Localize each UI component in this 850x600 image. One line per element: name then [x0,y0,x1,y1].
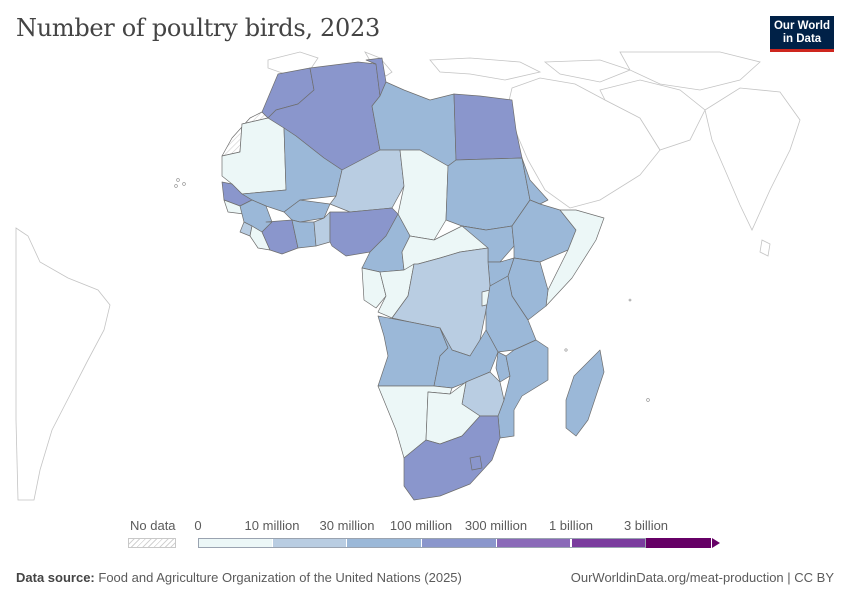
region-mozambique [497,339,549,439]
legend-no-data-swatch[interactable] [128,538,176,548]
legend-tick-0: 0 [194,518,202,533]
region-mauritania [221,117,287,195]
legend-bin-0[interactable] [198,538,273,548]
region-egypt [453,93,523,161]
south-america-outline [15,227,111,501]
legend-tick-10m: 10 million [244,518,300,533]
legend-tick-30m: 30 million [319,518,375,533]
central-asia-outline [619,51,761,91]
comoros-dot [564,348,568,352]
region-chad [397,149,449,241]
region-liberia [249,225,271,251]
data-source-label: Data source: [16,570,95,585]
logo-line-1: Our World [773,20,830,32]
region-lesotho [469,455,483,471]
cape-verde-dot-1 [176,178,180,182]
legend-bin-2[interactable] [347,538,423,548]
region-eritrea [521,157,549,205]
color-legend: No data 0 10 million 30 million 100 mill… [0,512,850,552]
logo-line-2: in Data [782,33,822,45]
context-land [15,51,801,501]
legend-tick-1b: 1 billion [548,518,594,533]
legend-tick-300m: 300 million [464,518,528,533]
africa-countries [221,57,605,501]
sri-lanka-outline [759,239,771,257]
legend-bin-4[interactable] [496,538,572,548]
cape-verde-dot-2 [182,182,186,186]
islands [174,178,650,402]
legend-no-data-label: No data [130,518,176,533]
data-source: Data source: Food and Agriculture Organi… [16,570,462,585]
legend-bin-5[interactable] [571,538,647,548]
iran-outline [599,79,706,151]
region-south-africa [403,415,501,501]
mauritius-dot [646,398,650,402]
legend-tick-3b: 3 billion [623,518,669,533]
attribution-link[interactable]: OurWorldinData.org/meat-production | CC … [570,570,834,585]
owid-logo[interactable]: Our World in Data [770,16,834,52]
legend-bin-3[interactable] [422,538,497,548]
legend-bin-6[interactable] [646,538,713,548]
chart-title: Number of poultry birds, 2023 [16,14,380,42]
legend-arrow-tip [712,538,720,548]
legend-tick-100m: 100 million [389,518,453,533]
seychelles-dot [628,298,632,302]
africa-choropleth-map[interactable] [0,48,850,510]
region-madagascar [565,349,605,437]
data-source-text[interactable]: Food and Agriculture Organization of the… [98,570,462,585]
india-outline [704,87,801,231]
caucasus-outline [543,59,632,83]
region-gabon-eq-guinea [361,267,387,309]
greece-turkey-outline [429,57,542,81]
cape-verde-dot-3 [174,184,178,188]
legend-bin-1[interactable] [272,538,348,548]
